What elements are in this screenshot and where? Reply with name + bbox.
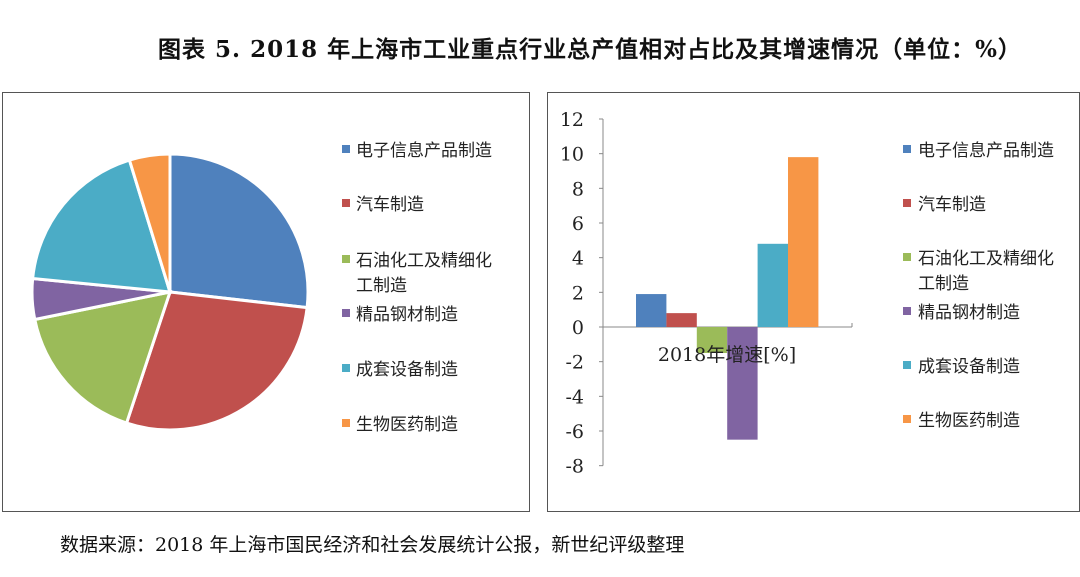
legend-label: 汽车制造 — [356, 195, 424, 215]
y-tick-label: 10 — [560, 144, 584, 166]
bar — [788, 157, 819, 327]
y-tick-label: 0 — [572, 317, 584, 339]
pie-chart-frame — [2, 92, 530, 512]
pie-slice — [168, 152, 310, 310]
y-tick-label: 2 — [572, 282, 584, 304]
pie-slice — [31, 158, 173, 294]
legend-label: 石油化工及精细化 — [356, 251, 492, 271]
y-tick-label: -2 — [565, 352, 584, 374]
legend-label: 电子信息产品制造 — [918, 141, 1054, 161]
legend-label: 汽车制造 — [918, 195, 986, 215]
legend-label: 工制造 — [356, 276, 407, 296]
pie-slice — [124, 290, 309, 432]
bar — [727, 327, 758, 440]
bar — [696, 327, 728, 353]
bar — [757, 243, 788, 327]
legend-label: 电子信息产品制造 — [356, 141, 492, 161]
legend-label: 石油化工及精细化 — [918, 249, 1054, 269]
legend-swatch — [342, 364, 350, 372]
legend-swatch — [903, 307, 911, 315]
legend-swatch — [342, 145, 350, 153]
x-category-label: 2018年增速[%] — [658, 344, 796, 366]
legend-swatch — [903, 145, 911, 153]
legend-label: 精品钢材制造 — [356, 305, 458, 325]
legend-swatch — [903, 199, 911, 207]
legend-label: 成套设备制造 — [918, 357, 1020, 377]
y-tick-label: 12 — [560, 109, 584, 131]
legend-label: 工制造 — [918, 274, 969, 294]
chart-title: 图表 5. 2018 年上海市工业重点行业总产值相对占比及其增速情况（单位：%） — [158, 36, 1022, 63]
y-tick-label: 6 — [572, 213, 584, 235]
y-tick-label: -4 — [565, 386, 584, 408]
pie-slice — [127, 152, 172, 293]
y-tick-label: -6 — [565, 421, 584, 443]
legend-label: 生物医药制造 — [356, 415, 458, 435]
legend-swatch — [903, 415, 911, 423]
bar — [666, 313, 697, 327]
y-tick-label: 8 — [572, 178, 584, 200]
legend-swatch — [342, 255, 350, 263]
source-note: 数据来源：2018 年上海市国民经济和社会发展统计公报，新世纪评级整理 — [60, 534, 685, 556]
legend-swatch — [342, 419, 350, 427]
legend-swatch — [342, 199, 350, 207]
legend-label: 生物医药制造 — [918, 411, 1020, 431]
legend-swatch — [342, 309, 350, 317]
legend-label: 成套设备制造 — [356, 360, 458, 380]
legend-swatch — [903, 361, 911, 369]
bar — [636, 294, 667, 327]
y-tick-label: 4 — [572, 248, 584, 270]
y-tick-label: -8 — [565, 456, 584, 478]
legend-label: 精品钢材制造 — [918, 303, 1020, 323]
legend-swatch — [903, 253, 911, 261]
pie-slice — [32, 290, 173, 425]
